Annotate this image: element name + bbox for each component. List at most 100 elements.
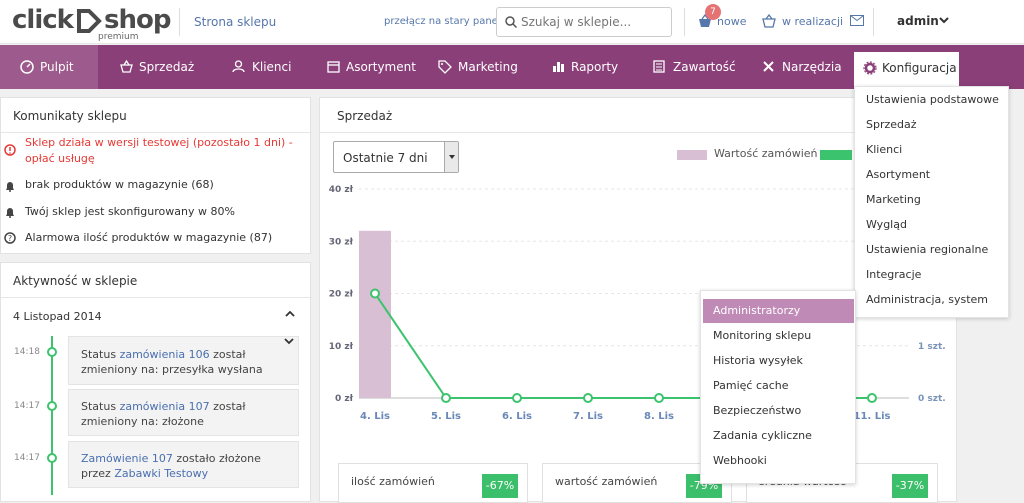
panel-title: Sprzedaż <box>337 109 393 123</box>
timeline-line <box>51 336 53 495</box>
nav-raporty[interactable]: Raporty <box>534 45 632 89</box>
submenu-item-administrators[interactable]: Administratorzy <box>703 299 854 323</box>
mail-icon[interactable] <box>850 15 864 26</box>
search-icon <box>505 16 517 28</box>
entry-text: zostało złożone przez <box>81 452 261 480</box>
nav-label: Zawartość <box>673 60 736 74</box>
basket-icon <box>120 60 133 73</box>
line-point <box>867 393 877 403</box>
x-tick-label: 7. Lis <box>573 411 603 422</box>
top-bar: click shop premium Strona sklepu przełąc… <box>0 0 1024 44</box>
tag-icon <box>438 60 452 74</box>
user-menu[interactable]: admin <box>897 14 939 28</box>
bar <box>359 230 391 398</box>
bell-icon <box>6 208 14 218</box>
entry-time: 14:18 <box>14 347 40 357</box>
nav-pulpit[interactable]: Pulpit <box>0 45 98 89</box>
config-menu-item[interactable]: Asortyment <box>866 168 931 181</box>
divider <box>1 297 312 298</box>
caret-down-icon <box>449 155 455 159</box>
order-link[interactable]: Zamówienie 107 <box>81 452 173 465</box>
config-menu-item[interactable]: Ustawienia regionalne <box>866 243 989 256</box>
message-item[interactable]: Alarmowa ilość produktów w magazynie (87… <box>25 231 273 244</box>
nav-label: Marketing <box>458 60 518 74</box>
divider <box>1 132 312 133</box>
order-link[interactable]: zamówienia 107 <box>119 400 210 413</box>
chevron-up-icon[interactable] <box>285 310 295 317</box>
admin-submenu: Administratorzy Monitoring sklepu Histor… <box>700 290 856 484</box>
entry-text: został zmieniony na: złożone <box>81 400 246 428</box>
y-tick-label: 30 zł <box>329 237 354 247</box>
in-progress-link[interactable]: w realizacji <box>782 15 844 28</box>
submenu-item[interactable]: Monitoring sklepu <box>713 329 812 342</box>
brand-edition: premium <box>98 32 139 42</box>
shop-link[interactable]: Strona sklepu <box>194 15 277 29</box>
y-tick-label: 10 zł <box>329 342 354 352</box>
config-menu-item[interactable]: Marketing <box>866 193 921 206</box>
new-orders-link[interactable]: nowe <box>717 15 747 28</box>
submenu-item[interactable]: Pamięć cache <box>713 379 789 392</box>
message-item[interactable]: Sklep działa w wersji testowej (pozostał… <box>25 136 293 165</box>
line-point <box>654 393 664 403</box>
activity-entry: Status zamówienia 106 został zmieniony n… <box>68 336 299 385</box>
y-tick-label: 0 zł <box>335 394 354 404</box>
basket-icon[interactable] <box>762 14 776 28</box>
nav-label: Asortyment <box>346 60 416 74</box>
gear-icon <box>863 61 877 75</box>
nav-narzedzia[interactable]: Narzędzia <box>744 45 848 89</box>
old-panel-link[interactable]: przełącz na stary panel <box>384 16 501 27</box>
dashboard-icon <box>20 60 34 74</box>
config-menu-item[interactable]: Sprzedaż <box>866 118 917 131</box>
document-icon <box>653 60 665 73</box>
brand-name-right: shop <box>104 5 171 35</box>
period-select[interactable]: Ostatnie 7 dni <box>333 141 459 173</box>
user-icon <box>232 60 245 73</box>
nav-zawartosc[interactable]: Zawartość <box>634 45 742 89</box>
legend-swatch <box>677 150 707 160</box>
panel-title: Komunikaty sklepu <box>13 109 127 123</box>
submenu-item[interactable]: Bezpieczeństwo <box>713 404 802 417</box>
box-icon <box>327 61 340 73</box>
config-menu-item[interactable]: Administracja, system <box>866 293 989 306</box>
config-dropdown: Ustawienia podstawowe Sprzedaż Klienci A… <box>854 86 1009 318</box>
nav-marketing[interactable]: Marketing <box>428 45 532 89</box>
tools-icon <box>763 61 774 72</box>
config-menu-item[interactable]: Klienci <box>866 143 903 156</box>
select-arrow[interactable] <box>444 142 458 172</box>
message-item[interactable]: brak produktów w magazynie (68) <box>25 178 214 191</box>
search-input[interactable] <box>521 13 666 31</box>
line-point <box>512 393 522 403</box>
submenu-item[interactable]: Webhooki <box>713 454 767 467</box>
nav-label: Pulpit <box>40 60 74 74</box>
timeline-dot <box>47 347 57 357</box>
timeline-dot <box>47 453 57 463</box>
activity-date: 4 Listopad 2014 <box>13 310 102 323</box>
submenu-item[interactable]: Zadania cykliczne <box>713 429 812 442</box>
chevron-down-icon[interactable] <box>284 338 294 345</box>
main-nav: Pulpit Sprzedaż Klienci Asortyment Marke… <box>0 45 1024 89</box>
bar-chart-icon <box>553 62 564 72</box>
config-menu-item[interactable]: Wygląd <box>866 218 907 231</box>
search-box[interactable] <box>496 7 672 37</box>
new-orders-badge: 7 <box>705 4 721 20</box>
legend-label: Wartość zamówień <box>714 147 818 160</box>
activity-entry: Zamówienie 107 zostało złożone przez Zab… <box>68 441 299 488</box>
nav-sprzedaz[interactable]: Sprzedaż <box>100 45 210 89</box>
stat-label: wartość zamówień <box>555 475 658 488</box>
config-menu-item[interactable]: Ustawienia podstawowe <box>866 93 999 106</box>
y2-tick-label: 1 szt. <box>918 342 946 352</box>
config-menu-item[interactable]: Integracje <box>866 268 922 281</box>
x-tick-label: 8. Lis <box>644 411 674 422</box>
customer-link[interactable]: Zabawki Testowy <box>114 467 209 480</box>
nav-asortyment[interactable]: Asortyment <box>312 45 426 89</box>
nav-klienci[interactable]: Klienci <box>212 45 310 89</box>
message-item[interactable]: Twój sklep jest skonfigurowany w 80% <box>25 205 235 218</box>
nav-konfiguracja[interactable]: Konfiguracja <box>854 52 959 89</box>
chevron-down-icon[interactable] <box>939 17 949 25</box>
question-icon: ? <box>4 232 16 244</box>
divider <box>320 132 958 133</box>
period-value: Ostatnie 7 dni <box>343 151 428 165</box>
order-link[interactable]: zamówienia 106 <box>119 348 210 361</box>
alert-icon <box>4 144 16 156</box>
submenu-item[interactable]: Historia wysyłek <box>713 354 803 367</box>
